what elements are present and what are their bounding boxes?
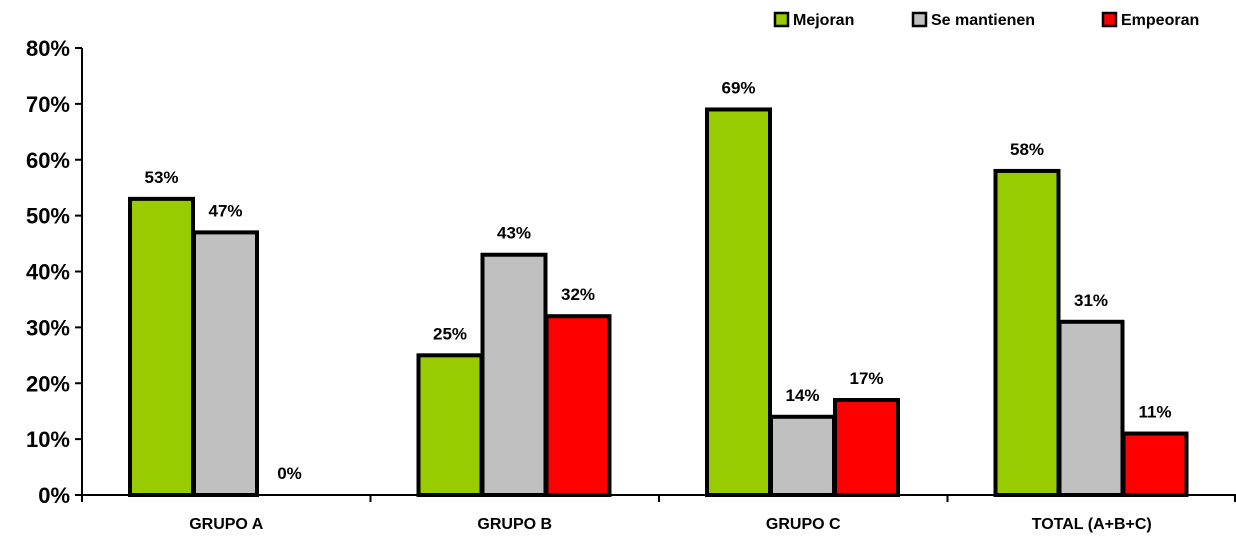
y-tick-label: 80% — [26, 36, 70, 61]
legend-label: Se mantienen — [931, 12, 1035, 29]
data-label: 69% — [721, 78, 755, 97]
bars — [128, 107, 1189, 498]
bar-se-mantienen — [1057, 319, 1125, 497]
data-label: 53% — [144, 168, 178, 187]
data-labels: 53% 47% 0% 25% 43% 32% 69% 14% 17% 58% 31% 11% — [144, 78, 1171, 483]
legend-swatch — [773, 11, 790, 28]
legend-label: Mejoran — [793, 12, 854, 29]
data-label: 32% — [561, 285, 595, 304]
y-tick-label: 20% — [26, 371, 70, 396]
legend-item: Se mantienen — [911, 11, 1035, 29]
data-label: 25% — [433, 324, 467, 343]
data-label: 14% — [785, 386, 819, 405]
bar-mejoran — [993, 168, 1061, 498]
bar-empeoran — [544, 314, 612, 498]
category-label: TOTAL (A+B+C) — [1032, 516, 1152, 533]
data-label: 47% — [208, 201, 242, 220]
data-label: 58% — [1010, 140, 1044, 159]
legend-item: Empeoran — [1101, 11, 1199, 29]
legend-label: Empeoran — [1121, 12, 1199, 29]
y-tick-label: 30% — [26, 315, 70, 340]
legend-swatch — [911, 11, 928, 28]
legend: Mejoran Se mantienen Empeoran — [773, 11, 1199, 29]
y-tick-label: 0% — [38, 483, 70, 508]
y-tick-label: 60% — [26, 148, 70, 173]
x-axis: GRUPO A GRUPO B GRUPO C TOTAL (A+B+C) — [81, 494, 1236, 533]
data-label: 31% — [1074, 291, 1108, 310]
y-tick-label: 40% — [26, 260, 70, 285]
category-label: GRUPO B — [477, 516, 552, 533]
category-label: GRUPO A — [189, 516, 264, 533]
data-label: 11% — [1138, 403, 1171, 422]
legend-item: Mejoran — [773, 11, 854, 29]
bar-mejoran — [705, 107, 772, 498]
data-label: 17% — [849, 369, 883, 388]
bar-se-mantienen — [480, 252, 548, 497]
y-tick-label: 10% — [26, 427, 70, 452]
y-axis: 0% 10% 20% 30% 40% 50% 60% 70% 80% — [26, 36, 83, 508]
category-label: GRUPO C — [766, 516, 841, 533]
bar-se-mantienen — [192, 230, 259, 497]
data-label: 0% — [277, 464, 302, 483]
bar-se-mantienen — [769, 414, 836, 497]
y-tick-label: 50% — [26, 204, 70, 229]
bar-mejoran — [416, 353, 484, 497]
data-label: 43% — [497, 224, 531, 243]
bar-empeoran — [833, 398, 900, 498]
legend-swatch — [1101, 11, 1118, 28]
bar-mejoran — [128, 196, 195, 498]
bar-empeoran — [1121, 431, 1189, 498]
y-tick-label: 70% — [26, 92, 70, 117]
